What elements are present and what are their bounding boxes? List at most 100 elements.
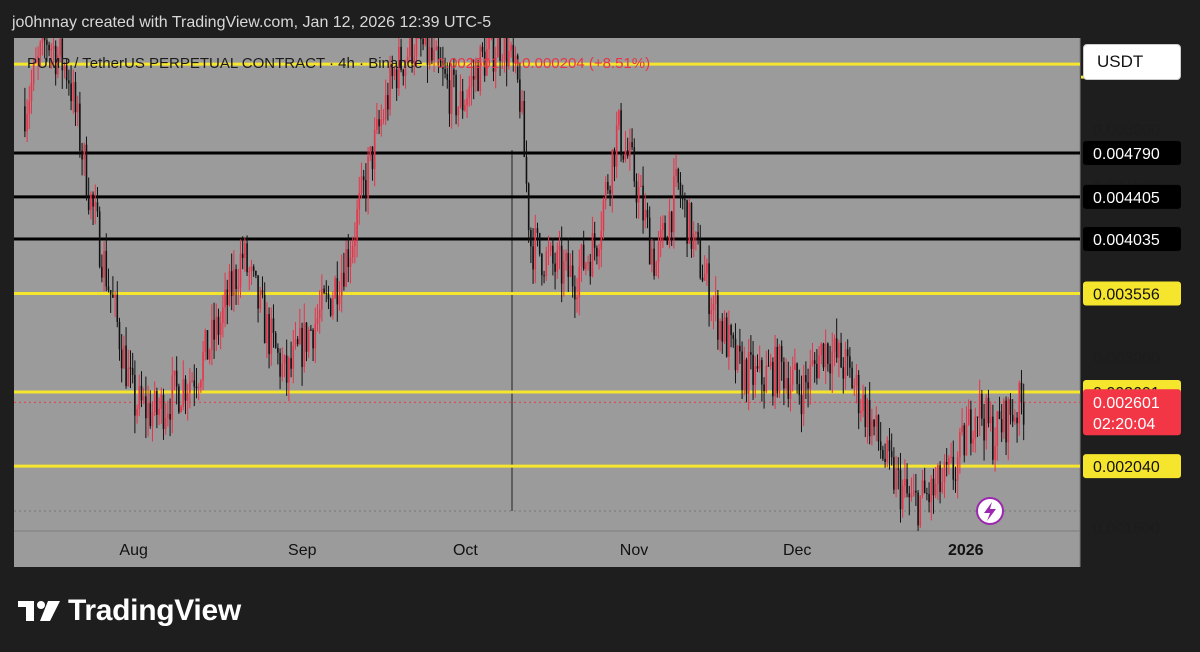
candle-body: [41, 38, 44, 43]
candle-body: [1022, 402, 1025, 425]
candle-body: [855, 374, 858, 386]
tradingview-logo-icon: [18, 601, 60, 621]
candle-body: [580, 244, 583, 267]
candle-body: [510, 44, 512, 51]
tradingview-logo[interactable]: TradingView: [18, 594, 241, 628]
candle-body: [46, 40, 48, 45]
candle-body: [160, 394, 163, 409]
candle-body: [765, 365, 768, 392]
candle-body: [468, 86, 471, 98]
candle-body: [877, 415, 880, 442]
candle-body: [948, 458, 950, 465]
candle-body: [140, 385, 143, 401]
candle-body: [945, 461, 948, 465]
price-change: +0.000204 (+8.51%): [513, 55, 650, 72]
candle-body: [274, 333, 277, 348]
candle-body: [24, 106, 26, 132]
candle-body: [321, 288, 323, 310]
candle-body: [1007, 399, 1010, 443]
candle-body: [501, 59, 504, 61]
candle-body: [376, 119, 378, 130]
candle-body: [50, 48, 53, 51]
candle-body: [279, 352, 281, 377]
candle-body: [219, 322, 222, 335]
candle-body: [70, 83, 72, 102]
last-price-tag: [1083, 389, 1181, 436]
candle-body: [567, 253, 570, 277]
candle-body: [257, 275, 259, 309]
candle-body: [340, 272, 343, 297]
candle-body: [261, 290, 264, 295]
candle-body: [435, 46, 438, 51]
lightning-icon[interactable]: [976, 497, 1004, 525]
candle-body: [37, 55, 39, 62]
candle-body: [607, 181, 609, 191]
level-price-label: 0.004790: [1093, 146, 1160, 163]
candle-body: [952, 456, 955, 480]
candle-body: [61, 38, 64, 71]
candle-body: [525, 156, 528, 184]
candle-body: [928, 493, 930, 503]
candle-body: [541, 254, 543, 276]
candle-body: [723, 317, 726, 342]
candle-body: [849, 356, 851, 368]
candle-body: [906, 479, 908, 494]
candle-body: [79, 103, 81, 151]
candle-body: [351, 245, 354, 258]
candle-body: [116, 294, 119, 322]
candle-body: [362, 176, 365, 181]
candle-body: [523, 100, 526, 157]
time-axis[interactable]: [14, 531, 1080, 567]
candle-body: [301, 327, 303, 367]
candle-body: [103, 250, 105, 278]
candle-body: [237, 287, 240, 289]
candle-body: [428, 47, 431, 65]
candle-body: [193, 380, 196, 387]
candle-body: [681, 197, 684, 200]
candle-body: [48, 44, 50, 51]
candle-body: [349, 257, 352, 267]
currency-button[interactable]: USDT: [1083, 44, 1181, 80]
plot-area[interactable]: [14, 38, 1080, 567]
candle-body: [937, 465, 939, 484]
candle-body: [613, 149, 616, 167]
candle-body: [39, 42, 42, 56]
candle-body: [811, 360, 814, 365]
candle-body: [426, 38, 429, 65]
candle-body: [263, 294, 266, 344]
candle-body: [120, 349, 123, 369]
candle-body: [268, 314, 270, 355]
candle-body: [910, 495, 913, 498]
candle-body: [985, 397, 988, 441]
candle-body: [840, 342, 842, 368]
candle-body: [629, 142, 631, 157]
candle-body: [728, 325, 730, 357]
candle-body: [857, 374, 860, 414]
candle-body: [974, 416, 977, 439]
candle-body: [486, 49, 488, 76]
candle-body: [422, 38, 424, 45]
candle-body: [508, 50, 510, 67]
candle-body: [505, 38, 508, 67]
candle-body: [545, 251, 548, 277]
candle-body: [30, 83, 33, 102]
candle-body: [602, 200, 605, 231]
candle-body: [926, 493, 928, 495]
candle-body: [250, 266, 253, 272]
candle-body: [697, 231, 699, 238]
candle-body: [829, 363, 831, 374]
candle-body: [996, 411, 999, 446]
candle-body: [239, 253, 242, 288]
candle-body: [285, 355, 288, 383]
candle-body: [961, 425, 963, 433]
candle-body: [314, 323, 317, 349]
candle-body: [494, 57, 497, 72]
candle-body: [63, 65, 66, 71]
candle-body: [664, 222, 666, 238]
candle-body: [549, 245, 552, 251]
candle-body: [983, 418, 985, 441]
candle-body: [532, 246, 534, 270]
tradingview-logo-text: TradingView: [68, 594, 241, 627]
candle-body: [679, 182, 682, 198]
